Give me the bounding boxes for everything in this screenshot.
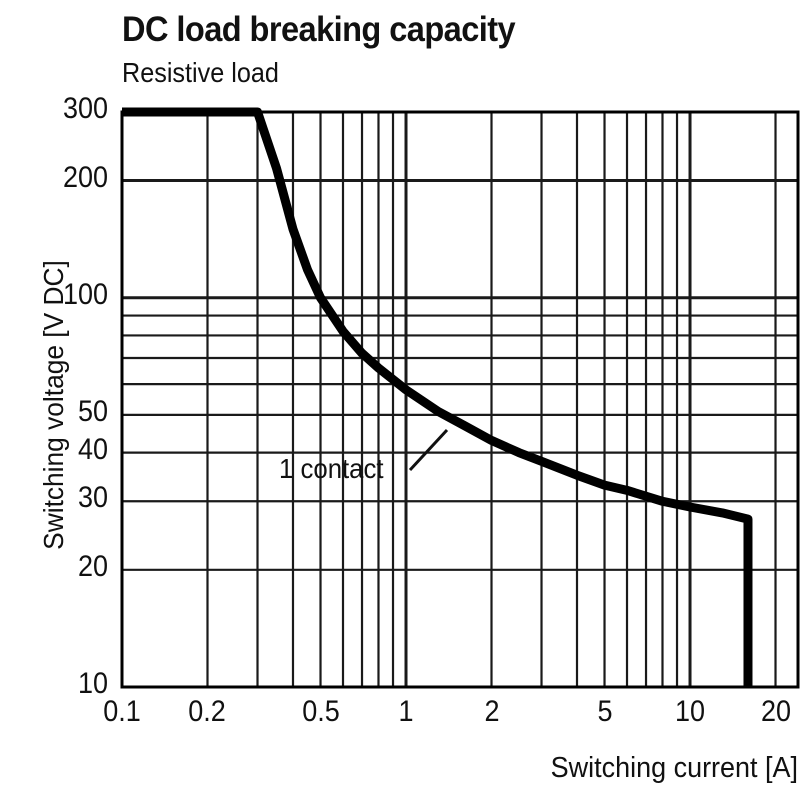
x-tick-label: 0.2 [188, 695, 227, 728]
annotation-label: 1 contact [279, 453, 384, 484]
grid-minor-lines [122, 110, 798, 687]
grid-major-lines [120, 110, 798, 689]
x-tick-label: 10 [674, 695, 706, 728]
plot-frame [120, 110, 800, 689]
x-tick-label: 20 [760, 695, 791, 728]
x-tick-label: 0.5 [301, 695, 340, 728]
y-tick-label: 200 [62, 160, 108, 194]
y-tick-label: 10 [77, 667, 108, 700]
y-tick-label: 100 [62, 277, 108, 311]
y-tick-label: 40 [77, 432, 108, 466]
x-tick-label: 0.1 [103, 695, 141, 728]
x-axis-title: Switching current [A] [550, 752, 798, 784]
x-tick-label: 5 [597, 695, 613, 728]
y-tick-label: 30 [77, 481, 108, 515]
y-tick-label: 20 [77, 549, 108, 583]
y-tick-label: 50 [77, 394, 108, 428]
page-title: DC load breaking capacity [122, 10, 516, 49]
chart-subtitle: Resistive load [122, 57, 279, 88]
x-tick-label: 2 [483, 695, 500, 728]
annotation-leader-line [408, 428, 449, 472]
y-tick-label: 300 [62, 92, 108, 125]
x-tick-label: 1 [398, 695, 414, 728]
curve-1-contact [122, 107, 753, 687]
